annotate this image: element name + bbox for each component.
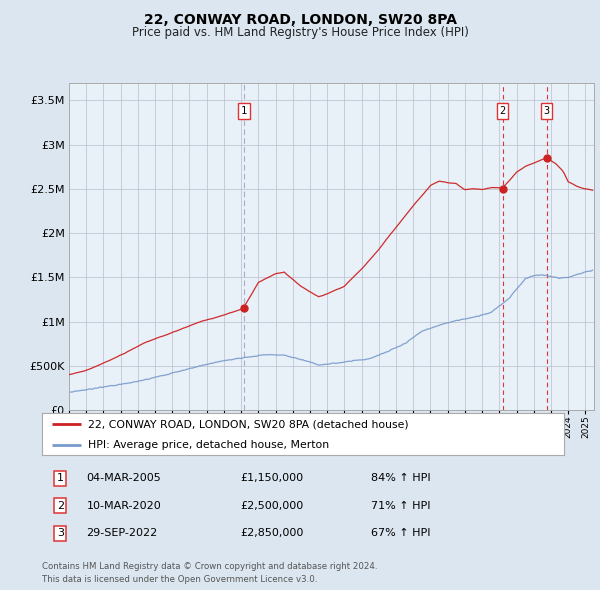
Text: HPI: Average price, detached house, Merton: HPI: Average price, detached house, Mert…: [88, 440, 329, 450]
Text: 10-MAR-2020: 10-MAR-2020: [86, 501, 161, 511]
Text: £2,850,000: £2,850,000: [241, 529, 304, 538]
Text: £1,150,000: £1,150,000: [241, 474, 304, 483]
Text: 29-SEP-2022: 29-SEP-2022: [86, 529, 158, 538]
Text: 67% ↑ HPI: 67% ↑ HPI: [371, 529, 430, 538]
Text: 2: 2: [499, 106, 506, 116]
Text: This data is licensed under the Open Government Licence v3.0.: This data is licensed under the Open Gov…: [42, 575, 317, 584]
Text: Contains HM Land Registry data © Crown copyright and database right 2024.: Contains HM Land Registry data © Crown c…: [42, 562, 377, 571]
Text: 22, CONWAY ROAD, LONDON, SW20 8PA: 22, CONWAY ROAD, LONDON, SW20 8PA: [143, 13, 457, 27]
Text: 1: 1: [241, 106, 247, 116]
Text: £2,500,000: £2,500,000: [241, 501, 304, 511]
Text: 2: 2: [57, 501, 64, 511]
Text: 04-MAR-2005: 04-MAR-2005: [86, 474, 161, 483]
Text: 22, CONWAY ROAD, LONDON, SW20 8PA (detached house): 22, CONWAY ROAD, LONDON, SW20 8PA (detac…: [88, 419, 409, 430]
Text: 1: 1: [57, 474, 64, 483]
Text: 71% ↑ HPI: 71% ↑ HPI: [371, 501, 430, 511]
Text: 84% ↑ HPI: 84% ↑ HPI: [371, 474, 430, 483]
Text: Price paid vs. HM Land Registry's House Price Index (HPI): Price paid vs. HM Land Registry's House …: [131, 26, 469, 39]
Text: 3: 3: [57, 529, 64, 538]
Text: 3: 3: [544, 106, 550, 116]
